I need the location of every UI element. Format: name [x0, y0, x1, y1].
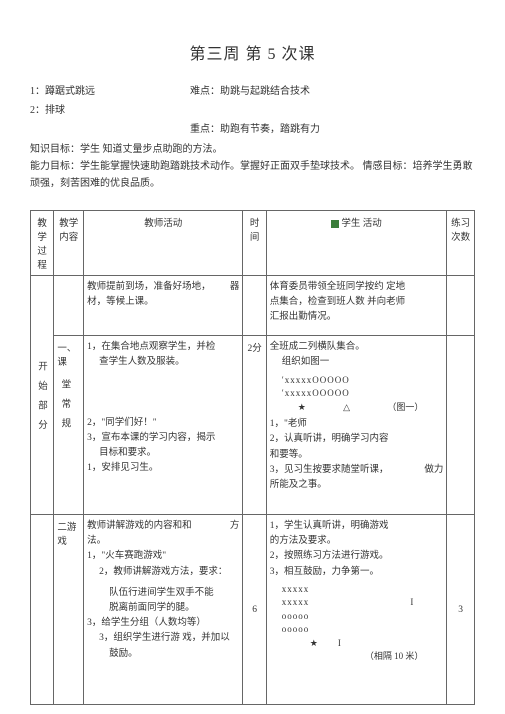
reps-cell-1: [447, 276, 475, 336]
r1-s-line1: 体育委员带领全班同学按约 定地: [270, 280, 444, 295]
r2-s-2: 1，"老师: [270, 417, 444, 432]
r1-t-line1b: 器: [230, 280, 240, 295]
content-cell-2: 一、课 堂 常 规: [54, 336, 84, 515]
r3-s-2: 2，按照练习方法进行游戏。: [270, 549, 444, 564]
subject-1-num: 1：: [30, 86, 45, 97]
content-cell-3: 二游戏: [54, 515, 84, 705]
lesson-table: 教学过程 教学 内容 教师活动 时 间 学生 活动 练习次数 开 始 部 分 教…: [30, 210, 475, 705]
r2-t-2: 2，"同学们好！": [87, 416, 239, 431]
r2-s-4: 3，见习生按要求随堂听课，: [270, 463, 389, 478]
time-cell-2: 2分: [243, 336, 266, 515]
r2-content-b: 堂 常 规: [57, 378, 71, 428]
header-process: 教学过程: [31, 211, 54, 276]
r1-s-line3: 汇报出勤情况。: [270, 310, 444, 325]
header-content: 教学 内容: [54, 211, 84, 276]
r2-s-4b: 所能及之事。: [270, 478, 444, 493]
time-cell-1: [243, 276, 266, 336]
diag2-bar1: I: [410, 596, 413, 610]
table-header-row: 教学过程 教学 内容 教师活动 时 间 学生 活动 练习次数: [31, 211, 475, 276]
diag1-x2: ′xxxxxOOOOO: [270, 387, 444, 401]
header-student-text: 学生 活动: [341, 219, 381, 229]
table-row: 一、课 堂 常 规 1，在集合地点观察学生，并检 查学生人数及服装。 2，"同学…: [31, 336, 475, 515]
r3-s-3: 3，相互鼓励，力争第一。: [270, 565, 444, 580]
student-cell-3: 1，学生认真听讲，明确游戏 的方法及要求。 2，按照练习方法进行游戏。 3，相互…: [266, 515, 447, 705]
r2-t-4: 1，安排见习生。: [87, 461, 239, 476]
diag2-o1: ooooo: [270, 610, 444, 624]
difficulty-label: 难点：: [190, 86, 220, 97]
r2-t-1: 1，在集合地点观察学生，并检: [87, 340, 239, 355]
objectives-block: 知识目标：学生 知道丈量步点助跑的方法。 能力目标：学生能掌握快速助跑踏跳技术动…: [30, 141, 475, 192]
reps-cell-3: 3: [447, 515, 475, 705]
diag1-x1: ′xxxxxOOOOO: [270, 374, 444, 388]
r3-content-a: 二游戏: [57, 519, 80, 547]
r2-s-1b: 组织如图一: [270, 355, 444, 370]
teacher-cell-2: 1，在集合地点观察学生，并检 查学生人数及服装。 2，"同学们好！" 3，宣布本…: [84, 336, 243, 515]
page-title: 第三周 第 5 次课: [30, 40, 475, 64]
r2-content-a: 一、课: [57, 340, 80, 368]
r3-t-1r: 方: [230, 519, 240, 534]
key-label: 重点：: [190, 124, 220, 135]
r2-s-3: 2，认真听讲，明确学习内容: [270, 432, 444, 447]
process-cell-3: [31, 515, 54, 705]
diag1-star: ★: [298, 401, 306, 415]
teacher-cell-1: 教师提前到场，准备好场地， 器 材，等候上课。: [84, 276, 243, 336]
key-text: 助跑有节奏，踏跳有力: [220, 124, 320, 135]
r3-s-1: 1，学生认真听讲，明确游戏: [270, 519, 444, 534]
diag2-caption: （相隔 10 米）: [270, 650, 444, 664]
diag1-caption: （图一）: [387, 401, 423, 415]
process-cell-start: 开 始 部 分: [31, 276, 54, 515]
time-cell-3: 6: [243, 515, 266, 705]
r3-t-3: 2，教师讲解游戏方法，要求：: [87, 565, 239, 580]
r3-t-5: 3，给学生分组（人数均等）: [87, 616, 239, 631]
diag2-x1: xxxxx: [270, 583, 310, 597]
r1-s-line2: 点集合，检查到班人数 并向老师: [270, 295, 444, 310]
r3-t-6: 3，组织学生进行游 戏，并加以: [87, 631, 239, 646]
r3-s-1b: 的方法及要求。: [270, 534, 444, 549]
student-cell-1: 体育委员带领全班同学按约 定地 点集合，检查到班人数 并向老师 汇报出勤情况。: [266, 276, 447, 336]
diagram-2: xxxxx xxxxx I ooooo ooooo ★ I （相隔 10 米）: [270, 580, 444, 667]
header-student: 学生 活动: [266, 211, 447, 276]
meta-row-2: 2：排球: [30, 101, 475, 116]
difficulty-text: 助跳与起跳结合技术: [220, 86, 310, 97]
diag2-x2: xxxxx: [270, 596, 310, 610]
r2-t-1b: 查学生人数及服装。: [87, 355, 239, 370]
r1-t-line1: 教师提前到场，准备好场地，: [87, 280, 211, 295]
diag2-star: ★: [310, 637, 318, 651]
header-teacher: 教师活动: [84, 211, 243, 276]
table-row: 开 始 部 分 教师提前到场，准备好场地，器 材，等候上课。 体育委员带领全班同…: [31, 276, 475, 336]
meta-row-3: 重点：助跑有节奏，踏跳有力: [30, 120, 475, 135]
r2-s-3b: 和要等。: [270, 448, 444, 463]
header-time: 时 间: [243, 211, 266, 276]
square-icon: [331, 220, 339, 228]
r2-s-4r: 做力: [424, 463, 443, 478]
diagram-1: ′xxxxxOOOOO ′xxxxxOOOOO ★ △ （图一）: [270, 371, 444, 418]
header-reps: 练习次数: [447, 211, 475, 276]
r1-t-line2: 材，等候上课。: [87, 295, 239, 310]
r3-t-1: 教师讲解游戏的内容和和: [87, 519, 192, 534]
r2-s-1: 全班成二列横队集合。: [270, 340, 444, 355]
subject-2-text: 排球: [45, 105, 65, 116]
meta-row-1: 1：蹲踞式跳远 难点：助跳与起跳结合技术: [30, 82, 475, 97]
subject-2-num: 2：: [30, 105, 45, 116]
teacher-cell-3: 教师讲解游戏的内容和和 方 法。 1，"火车赛跑游戏" 2，教师讲解游戏方法，要求…: [84, 515, 243, 705]
reps-cell-2: [447, 336, 475, 515]
r2-t-3b: 目标和要求。: [87, 446, 239, 461]
content-cell-empty: [54, 276, 84, 336]
r3-t-6b: 鼓励。: [87, 647, 239, 662]
ability-objective: 能力目标：学生能掌握快速助跑踏跳技术动作。掌握好正面双手垫球技术。 情感目标：培…: [30, 158, 475, 192]
diag1-tri: △: [343, 401, 350, 415]
r3-t-2: 1，"火车赛跑游戏": [87, 549, 239, 564]
r3-t-1b: 法。: [87, 534, 239, 549]
diag2-bar2: I: [338, 637, 341, 651]
r2-t-3: 3，宣布本课的学习内容，揭示: [87, 431, 239, 446]
r3-t-4b: 脱离前面同学的腿。: [87, 601, 239, 616]
table-row: 二游戏 教师讲解游戏的内容和和 方 法。 1，"火车赛跑游戏" 2，教师讲解游戏方…: [31, 515, 475, 705]
student-cell-2: 全班成二列横队集合。 组织如图一 ′xxxxxOOOOO ′xxxxxOOOOO…: [266, 336, 447, 515]
knowledge-objective: 知识目标：学生 知道丈量步点助跑的方法。: [30, 141, 475, 158]
r3-t-4: 队伍行进间学生双手不能: [87, 586, 239, 601]
diag2-o2: ooooo: [270, 623, 444, 637]
subject-1-text: 蹲踞式跳远: [45, 86, 95, 97]
